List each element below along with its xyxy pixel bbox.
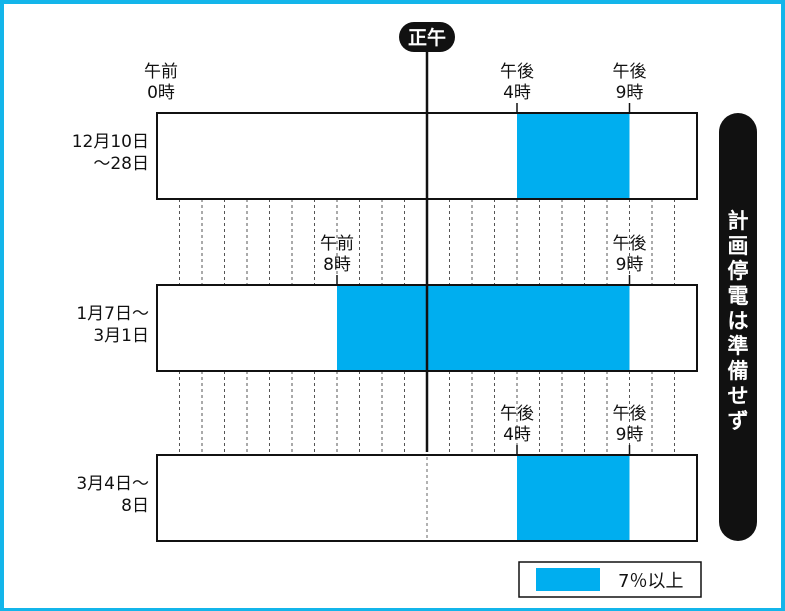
time-tick-label: 9時: [616, 425, 644, 445]
hour-grid: [179, 199, 675, 455]
noon-label: 正午: [408, 26, 446, 49]
side-note-char: 備: [728, 359, 749, 383]
time-tick-label: 0時: [147, 83, 175, 103]
time-tick-label: 午後: [500, 62, 534, 82]
side-note-pill: 計画停電は準備せず計画停電は準備せず: [719, 113, 757, 541]
peak-bar: [517, 456, 630, 540]
legend-label: 7％以上: [618, 571, 683, 592]
time-tick-label: 4時: [503, 425, 531, 445]
period-label: 3月4日～: [76, 474, 149, 494]
time-tick-label: 午後: [613, 404, 647, 424]
time-tick-label: 午後: [500, 404, 534, 424]
legend: 7％以上: [518, 561, 702, 598]
side-note-char: 電: [728, 284, 749, 308]
side-note-text: 計画停電は準備せず計画停電は準備せず: [728, 209, 749, 433]
time-tick-label: 4時: [503, 83, 531, 103]
time-tick-label: 9時: [616, 83, 644, 103]
side-note-char: は: [728, 309, 749, 333]
period-label: ～28日: [93, 154, 149, 174]
noon-marker: 正午: [399, 22, 455, 452]
time-tick-label: 9時: [616, 255, 644, 275]
period-label: 3月1日: [93, 326, 149, 346]
legend-swatch: [536, 568, 600, 591]
noon-badge: [399, 22, 455, 52]
time-tick-label: 8時: [323, 255, 351, 275]
time-tick-label: 午後: [613, 234, 647, 254]
time-tick-label: 午前: [320, 234, 354, 254]
period-label: 12月10日: [72, 132, 149, 152]
peak-bar: [337, 286, 630, 370]
side-note-char: 計: [728, 209, 749, 233]
side-note-char: せ: [728, 384, 749, 408]
time-tick-label: 午前: [144, 62, 178, 82]
side-note-badge: [719, 113, 757, 541]
side-note-char: 停: [728, 259, 749, 283]
side-note-char: 準: [728, 334, 749, 358]
side-note-char: ず: [728, 409, 749, 433]
peak-bar: [517, 114, 630, 198]
time-tick-label: 午後: [613, 62, 647, 82]
timeline-rows: 12月10日～28日 1月7日～3月1日 3月4日～8日: [72, 112, 698, 542]
side-note-char: 画: [728, 234, 749, 258]
period-label: 8日: [121, 496, 149, 516]
period-label: 1月7日～: [76, 304, 149, 324]
